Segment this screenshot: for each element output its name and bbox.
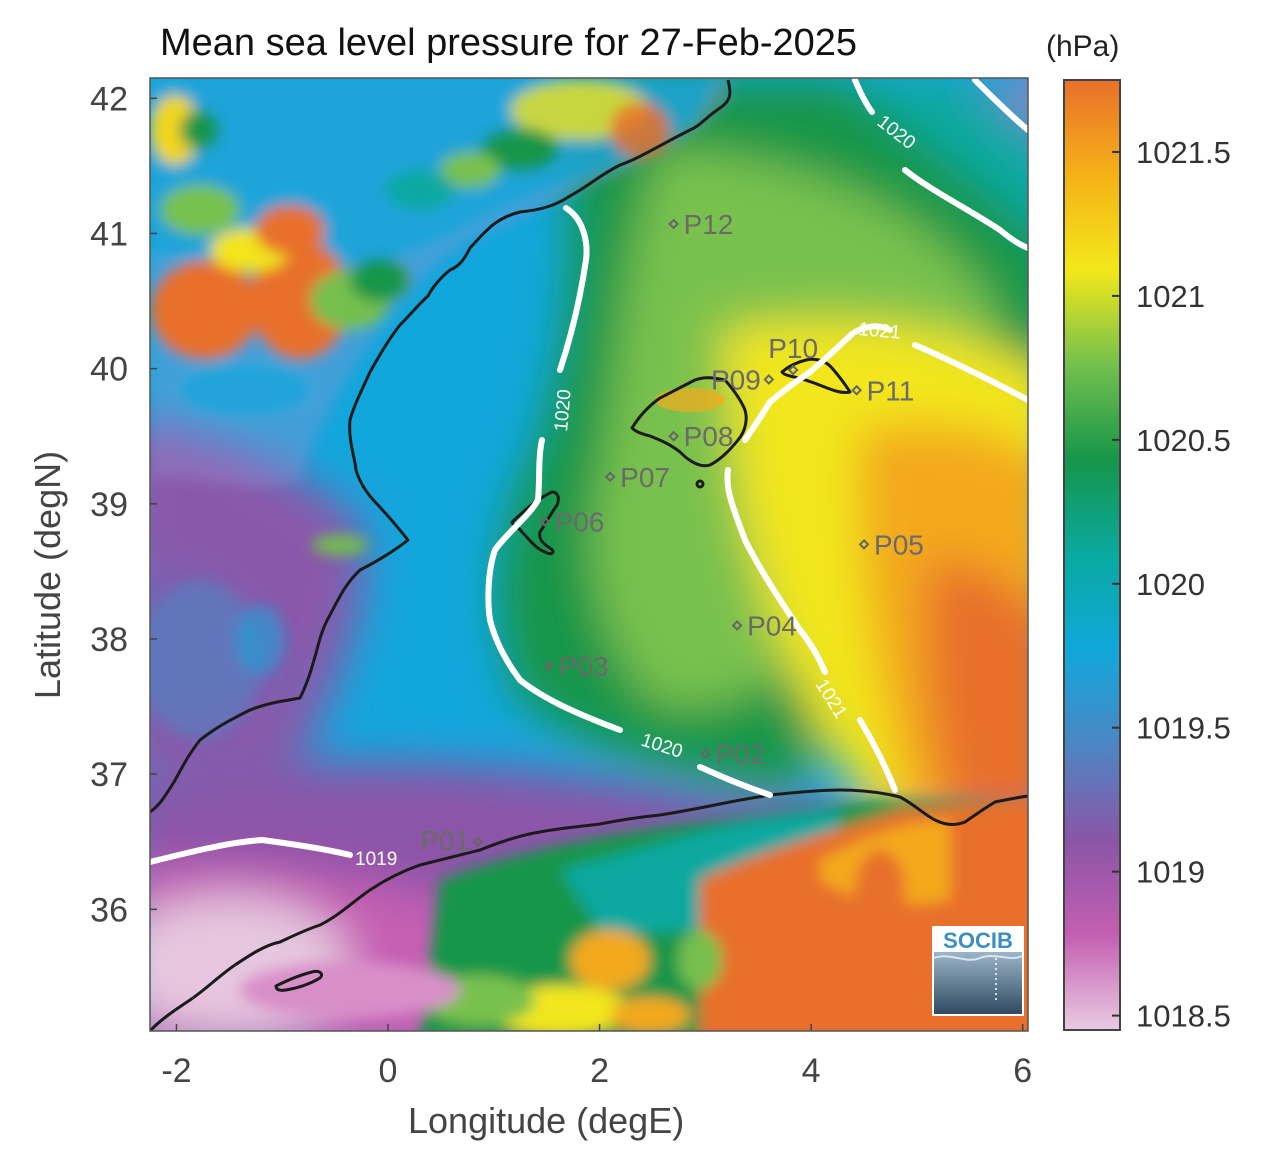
station-marker [668,218,680,230]
map-title: Mean sea level pressure for 27-Feb-2025 [160,22,858,64]
colorbar-unit: (hPa) [1046,30,1120,63]
y-tick-label: 38 [90,621,128,659]
colorbar-tick-label: 1018.5 [1136,999,1231,1034]
station-marker [851,384,863,396]
colorbar-ticks: 1018.5 1019 1019.5 1020 1020.5 1021 1021.5 [1112,135,1231,1034]
coastline [150,79,1028,1031]
station-label: P11 [867,375,915,406]
station-marker [539,515,550,527]
isobar-label-1020-a: 1020 [551,388,576,432]
isobar-label-1019: 1019 [355,849,397,870]
x-axis-label: Longitude (degE) [408,1100,685,1141]
y-tick-label: 37 [90,756,128,794]
y-axis-ticks: 36 37 38 39 40 41 42 [90,80,157,929]
x-tick-label: 4 [802,1052,821,1090]
station-label: P05 [874,529,924,560]
colorbar-frame [1063,79,1121,1031]
station-marker [699,748,711,760]
y-tick-label: 39 [90,486,128,524]
colorbar-tick-label: 1019 [1136,855,1205,890]
station-label: P09 [711,364,761,395]
station-label: P12 [684,209,734,240]
station-marker [763,374,775,385]
colorbar-tick-label: 1020 [1136,567,1205,602]
x-tick-label: -2 [161,1052,191,1090]
socib-logo-text: SOCIB [943,928,1013,953]
station-label: P04 [747,610,797,641]
station-marker [858,538,870,550]
x-tick-label: 6 [1013,1052,1032,1090]
isobar-label-1021-a: 1021 [858,319,902,344]
station-marker [543,660,555,672]
colorbar-tick-label: 1020.5 [1136,423,1231,458]
station-label: P08 [684,421,734,452]
x-tick-label: 0 [379,1052,398,1090]
pressure-field: 1020 1020 1020 1021 1021 1019 P02P03P04P… [150,78,1028,1031]
colorbar-tick-label: 1021.5 [1136,135,1231,170]
station-label: P06 [555,506,605,537]
x-axis-ticks: -2 0 2 4 6 [161,1024,1032,1090]
colorbar-tick-label: 1019.5 [1136,711,1231,746]
y-tick-label: 40 [90,351,128,389]
y-tick-label: 41 [90,215,128,253]
y-tick-label: 42 [90,80,128,118]
station-marker [731,620,743,631]
colorbar [1064,80,1120,1030]
x-tick-label: 2 [590,1052,609,1090]
colorbar-tick-label: 1021 [1136,279,1205,314]
station-marker [604,471,616,483]
plot-frame [149,77,1029,1032]
y-tick-label: 36 [90,891,128,929]
station-label: P03 [559,651,609,682]
station-marker [668,430,680,442]
station-label: P10 [768,333,818,364]
station-label: P01 [420,825,470,856]
station-marker [787,364,799,376]
isobars [150,78,1028,865]
station-marker [472,836,484,848]
station-label: P02 [715,739,765,770]
socib-logo: SOCIB [932,926,1024,1016]
station-label: P07 [620,462,670,493]
